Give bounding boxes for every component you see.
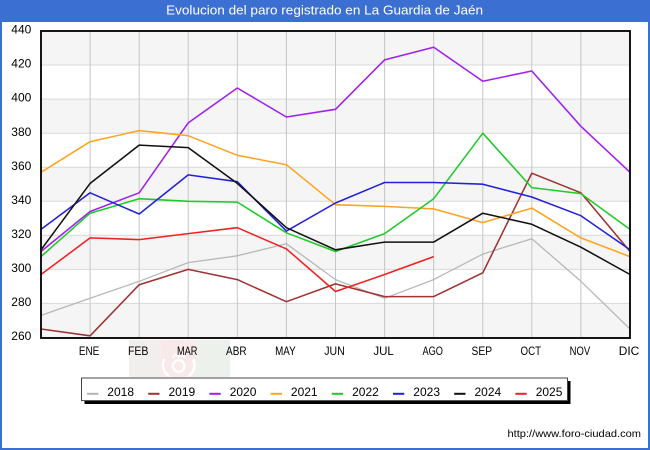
svg-text:ABR: ABR	[226, 344, 247, 358]
svg-text:JUL: JUL	[373, 344, 394, 358]
svg-text:400: 400	[11, 91, 31, 105]
svg-text:2021: 2021	[291, 385, 318, 399]
svg-text:2024: 2024	[475, 385, 502, 399]
svg-text:http://www.foro-ciudad.com: http://www.foro-ciudad.com	[508, 428, 642, 440]
svg-text:320: 320	[11, 227, 31, 241]
svg-text:280: 280	[11, 295, 31, 309]
svg-text:2025: 2025	[536, 385, 563, 399]
svg-text:NOV: NOV	[570, 344, 591, 358]
svg-text:OCT: OCT	[521, 344, 542, 358]
svg-text:300: 300	[11, 261, 31, 275]
svg-text:2018: 2018	[107, 385, 134, 399]
svg-text:ENE: ENE	[79, 344, 100, 358]
svg-text:440: 440	[11, 23, 31, 37]
svg-text:340: 340	[11, 193, 31, 207]
svg-text:380: 380	[11, 125, 31, 139]
svg-text:AGO: AGO	[422, 344, 443, 358]
svg-text:2019: 2019	[169, 385, 196, 399]
svg-text:MAR: MAR	[177, 344, 198, 358]
svg-text:2020: 2020	[230, 385, 257, 399]
svg-text:FEB: FEB	[128, 344, 149, 358]
svg-text:JUN: JUN	[324, 344, 345, 358]
svg-text:2023: 2023	[413, 385, 440, 399]
svg-text:260: 260	[11, 329, 31, 343]
svg-text:360: 360	[11, 159, 31, 173]
svg-text:SEP: SEP	[472, 344, 493, 358]
svg-text:Evolucion del paro registrado: Evolucion del paro registrado en La Guar…	[166, 4, 483, 18]
svg-text:420: 420	[11, 57, 31, 71]
svg-text:MAY: MAY	[275, 344, 296, 358]
svg-text:2022: 2022	[352, 385, 379, 399]
svg-text:DIC: DIC	[619, 344, 640, 358]
